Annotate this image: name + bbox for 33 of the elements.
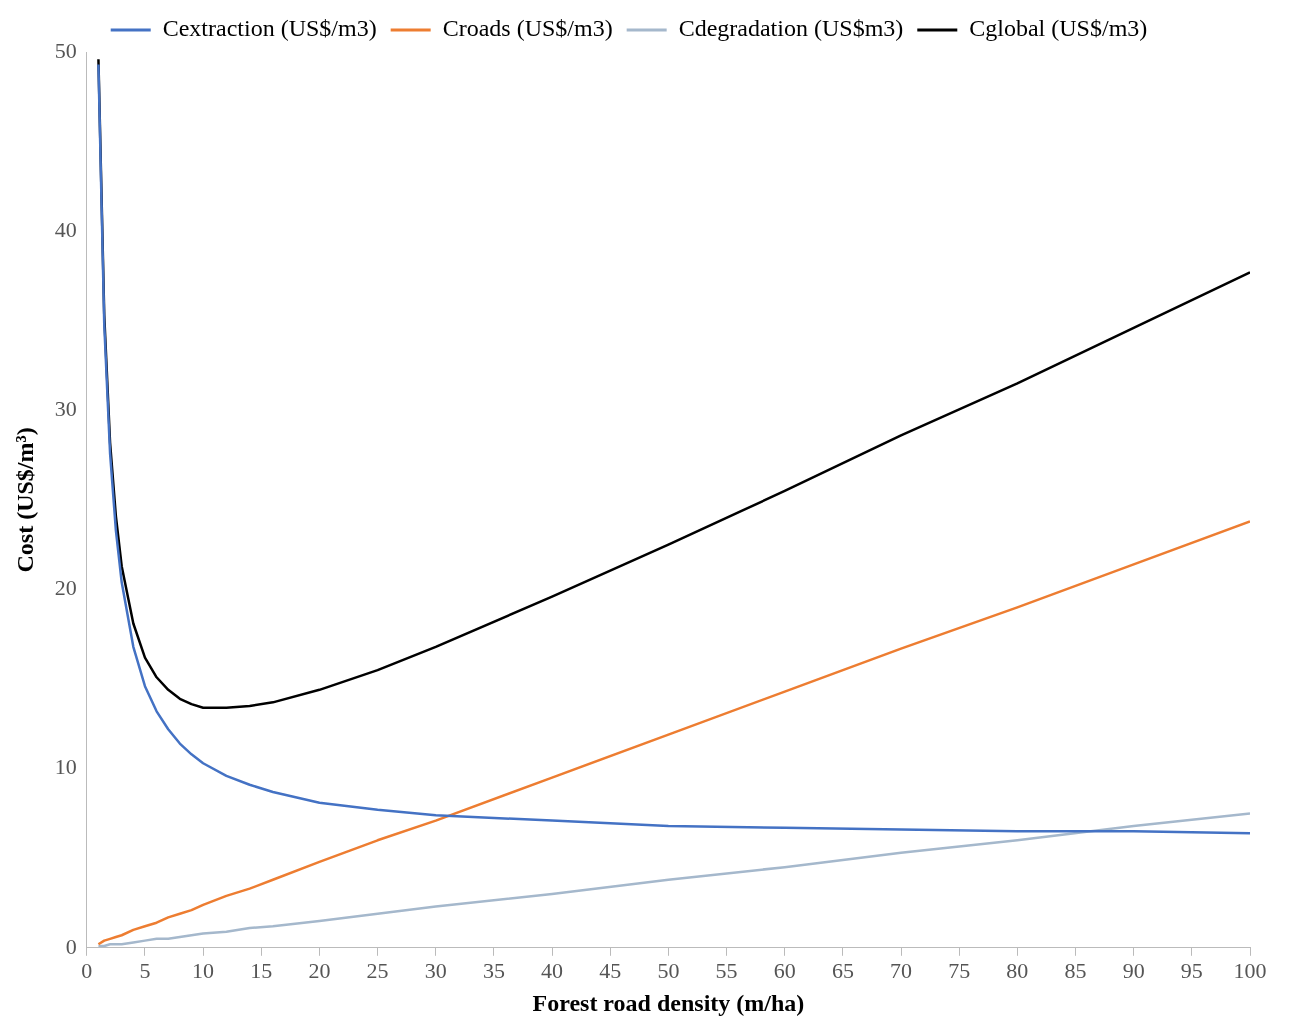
y-tick-label: 0: [65, 933, 77, 959]
x-axis-title: Forest road density (m/ha): [532, 989, 805, 1016]
x-tick-label: 0: [81, 957, 93, 983]
x-tick-label: 100: [1233, 957, 1267, 983]
legend-label: Cglobal (US$/m3): [969, 15, 1148, 42]
x-tick-label: 85: [1064, 957, 1087, 983]
x-tick-label: 40: [541, 957, 564, 983]
x-tick-label: 95: [1180, 957, 1203, 983]
x-tick-label: 25: [366, 957, 389, 983]
y-tick-label: 20: [54, 575, 77, 601]
x-tick-label: 30: [424, 957, 447, 983]
x-tick-label: 35: [482, 957, 505, 983]
legend-label: Croads (US$/m3): [442, 15, 613, 42]
x-tick-label: 80: [1006, 957, 1029, 983]
legend-label: Cdegradation (US$m3): [678, 15, 904, 42]
x-tick-label: 70: [890, 957, 913, 983]
y-tick-label: 30: [54, 396, 77, 422]
x-tick-label: 60: [773, 957, 796, 983]
y-tick-label: 40: [54, 216, 77, 242]
x-tick-label: 20: [308, 957, 331, 983]
x-tick-label: 75: [948, 957, 971, 983]
x-tick-label: 90: [1122, 957, 1145, 983]
y-axis-title: Cost (US$/m³): [11, 427, 38, 573]
x-tick-label: 55: [715, 957, 738, 983]
x-tick-label: 15: [250, 957, 273, 983]
x-tick-label: 50: [657, 957, 680, 983]
x-tick-label: 10: [192, 957, 215, 983]
y-tick-label: 50: [54, 37, 77, 63]
legend-label: Cextraction (US$/m3): [162, 15, 377, 42]
x-tick-label: 65: [831, 957, 854, 983]
x-tick-label: 5: [139, 957, 151, 983]
y-tick-label: 10: [54, 754, 77, 780]
x-tick-label: 45: [599, 957, 622, 983]
